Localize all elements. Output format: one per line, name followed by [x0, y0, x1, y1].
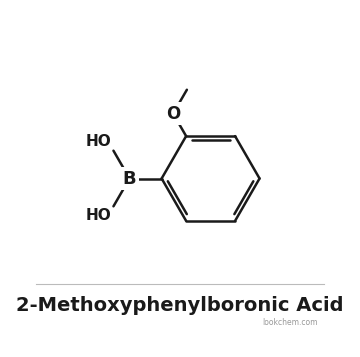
Text: HO: HO [85, 134, 111, 149]
Text: 2-Methoxyphenylboronic Acid: 2-Methoxyphenylboronic Acid [16, 296, 344, 315]
Text: O: O [166, 105, 180, 122]
Text: lookchem.com: lookchem.com [262, 318, 318, 327]
Text: HO: HO [85, 208, 111, 223]
Text: B: B [123, 170, 136, 187]
